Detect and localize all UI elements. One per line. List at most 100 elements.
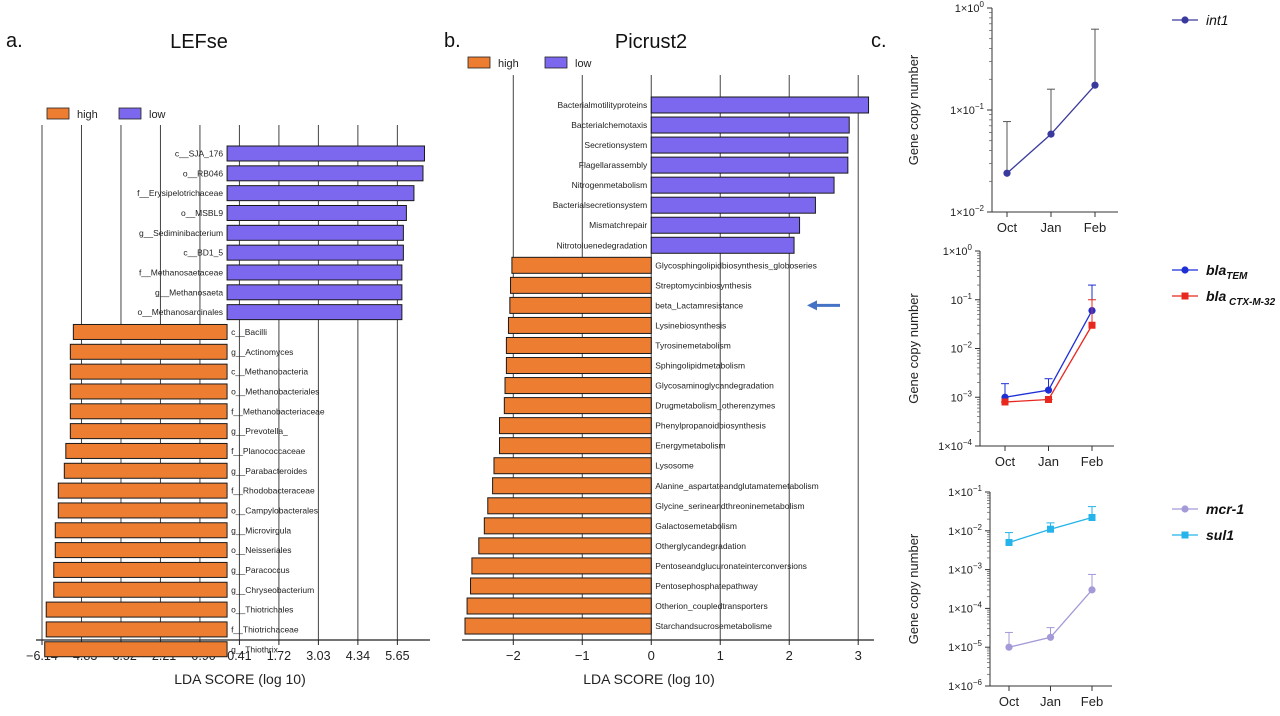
bar-high	[54, 522, 228, 539]
bar-high	[57, 502, 228, 519]
bar-label: f__Methanobacteriaceae	[231, 406, 325, 416]
bar-high	[466, 597, 652, 615]
bar-high	[505, 357, 652, 375]
bar-label: o__Methanobacteriales	[231, 386, 319, 396]
bar-label: c__SJA_176	[175, 149, 223, 159]
y-tick-label: 1×10−3	[948, 562, 982, 577]
x-tick-label: 3.03	[306, 649, 330, 663]
y-tick-label: 1×10−6	[948, 678, 982, 693]
y-tick-label: 1×100	[955, 0, 985, 15]
mcr1-sul1-line-chart: 1×10−1 1×10−2 1×10−3 1×10−4 1×10−5 1×10−6 Oct J…	[906, 484, 1244, 709]
bar-high	[492, 477, 652, 495]
data-point	[1005, 643, 1013, 651]
bar-low	[226, 185, 415, 202]
x-tick-label: 5.65	[385, 649, 409, 663]
legend-label: sul1	[1206, 527, 1234, 543]
data-point	[1001, 398, 1009, 406]
bar-label: Sphingolipidmetabolism	[655, 361, 745, 371]
legend-marker	[1181, 505, 1189, 513]
bar-label: f__Erysipelotrichaceae	[137, 188, 223, 198]
data-point	[1046, 633, 1055, 641]
panel-label-a: a.	[6, 30, 23, 52]
bar-label: o__MSBL9	[181, 208, 223, 218]
x-tick-label: Jan	[1041, 220, 1062, 235]
y-axis-title: Gene copy number	[906, 54, 921, 165]
legend-marker	[1181, 531, 1189, 539]
legend-label: bla CTX-M-32	[1206, 288, 1276, 308]
bar-label: Bacterialsecretionsystem	[553, 200, 647, 210]
bar-low	[650, 136, 849, 154]
bar-high	[471, 557, 652, 575]
x-tick-label: Oct	[997, 220, 1018, 235]
legend-swatch-low	[544, 56, 568, 69]
bar-label: Phenylpropanoidbiosynthesis	[655, 421, 766, 431]
bar-label: g__Thiothrix	[231, 644, 279, 654]
bar-low	[650, 116, 850, 134]
x-tick-label: Oct	[999, 694, 1020, 709]
bar-low	[650, 156, 849, 174]
bar-high	[493, 457, 652, 475]
legend-marker	[1181, 292, 1189, 300]
bar-high	[69, 383, 228, 400]
bar-label: c__Methanobacteria	[231, 367, 308, 377]
bar-low	[226, 264, 403, 281]
bar-low	[226, 284, 403, 301]
bar-low	[226, 204, 407, 221]
data-point	[1088, 514, 1096, 522]
bar-label: g__Prevotella_	[231, 426, 288, 436]
bar-high	[45, 601, 228, 618]
y-tick-label: 1×10−2	[948, 523, 982, 538]
y-tick-label: 1×10−4	[938, 438, 972, 453]
bar-label: beta_Lactamresistance	[655, 300, 743, 310]
legend-marker	[1181, 266, 1189, 274]
bar-label: f__Methanosaetaceae	[139, 267, 223, 277]
x-tick-label: Oct	[995, 454, 1016, 469]
bar-label: Starchandsucrosemetabolisme	[655, 621, 772, 631]
x-tick-label: 1	[717, 648, 724, 663]
bar-label: g__Parabacteroides	[231, 466, 307, 476]
bar-label: Flagellarassembly	[579, 160, 648, 170]
x-tick-label: Jan	[1038, 454, 1059, 469]
bar-label: f__Thiotrichaceae	[231, 624, 299, 634]
bar-high	[487, 497, 652, 515]
bar-label: c__BD1_5	[183, 248, 223, 258]
bar-high	[470, 577, 652, 595]
bar-label: Galactosemetabolism	[655, 521, 737, 531]
bar-low	[226, 304, 403, 321]
bar-label: o__Methanosarcinales	[138, 307, 224, 317]
x-tick-label: −1	[575, 648, 590, 663]
x-tick-label: 0.41	[227, 649, 251, 663]
x-tick-label: 1.72	[267, 649, 291, 663]
y-tick-label: 10−3	[951, 389, 973, 404]
bar-high	[483, 517, 652, 535]
data-point	[1005, 538, 1013, 546]
data-point	[1044, 386, 1053, 394]
bar-high	[504, 377, 652, 395]
bar-label: o__Campylobacterales	[231, 505, 318, 515]
bar-label: Lysinebiosynthesis	[655, 320, 726, 330]
bar-low	[226, 224, 404, 241]
bla-line-chart: 1×100 10−1 10−2 10−3 1×10−4 Oct Jan Feb Gene cop…	[906, 243, 1276, 469]
legend-swatch-high	[46, 107, 70, 120]
bar-high	[54, 542, 228, 559]
legend-label-high: high	[498, 58, 519, 70]
int1-line-chart: 1×100 1×10−1 1×10−2 Oct Jan Feb Gene copy numb…	[906, 0, 1229, 235]
lefse-chart: LEFsehighlow−6.14−4.83−3.52−2.21−0.900.4…	[26, 31, 430, 687]
bar-label: Bacterialmotilityproteins	[557, 100, 647, 110]
legend-swatch-high	[467, 56, 491, 69]
bar-low	[226, 165, 424, 182]
bar-high	[509, 296, 652, 314]
bar-label: g__Actinomyces	[231, 347, 293, 357]
data-point	[1091, 81, 1099, 89]
chart-title: LEFse	[170, 31, 228, 53]
bar-label: Nitrotoluenedegradation	[557, 240, 648, 250]
y-axis-title: Gene copy number	[906, 293, 921, 404]
bar-label: g__Paracoccus	[231, 565, 290, 575]
bar-high	[69, 363, 228, 380]
x-axis-title: LDA SCORE (log 10)	[174, 671, 306, 687]
x-tick-label: Jan	[1040, 694, 1061, 709]
panel-label-b: b.	[444, 30, 461, 52]
bar-high	[69, 423, 228, 440]
y-tick-label: 1×10−5	[948, 639, 982, 654]
